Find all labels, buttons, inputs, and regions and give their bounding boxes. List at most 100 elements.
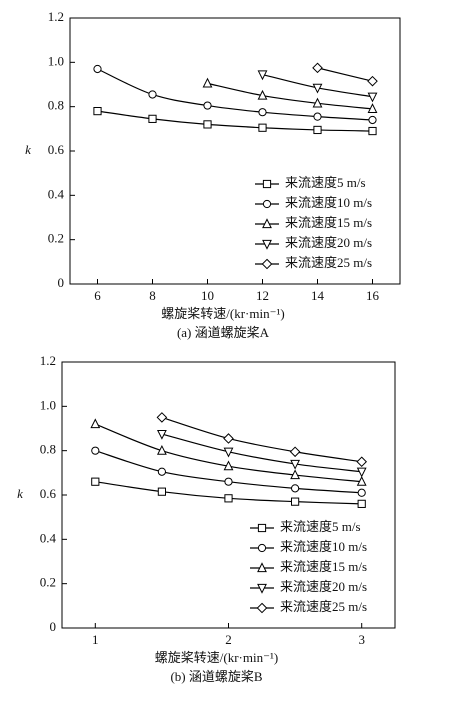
data-point [223,447,234,458]
y-tick-label: 0.2 [48,231,64,246]
data-point [148,90,157,99]
data-point [203,120,212,129]
legend-label: 来流速度25 m/s [285,255,372,270]
legend-label: 来流速度15 m/s [280,559,367,574]
series-line [161,433,362,473]
y-tick-label: 0.8 [48,98,64,113]
data-point [290,459,301,470]
data-point [357,499,366,508]
data-point [258,108,267,117]
legend-label: 来流速度10 m/s [280,539,367,554]
series-line [161,416,362,463]
chart-title: (a) 涵道螺旋桨A [177,325,270,340]
y-tick-label: 1.2 [40,353,56,368]
legend-marker [257,523,267,533]
data-point [368,115,377,125]
data-point [156,444,167,455]
data-point [312,97,323,108]
x-tick-label: 8 [149,288,156,303]
data-point [368,126,377,136]
data-point [312,62,323,74]
y-axis-label: k [17,486,23,501]
legend-label: 来流速度25 m/s [280,599,367,614]
data-point [357,488,366,497]
data-point [258,123,267,132]
data-point [148,114,157,123]
data-point [356,456,368,468]
data-point [356,475,367,486]
data-point [367,75,378,87]
legend-label: 来流速度5 m/s [280,519,361,534]
y-tick-label: 0.6 [40,486,57,501]
y-tick-label: 0.4 [48,186,65,201]
x-tick-label: 16 [366,288,380,303]
data-point [367,92,378,103]
y-tick-label: 0 [58,275,65,290]
data-point [91,446,100,455]
x-tick-label: 2 [225,632,232,647]
data-point [223,433,234,444]
x-tick-label: 3 [358,632,365,647]
data-point [291,484,300,493]
x-tick-label: 10 [201,288,214,303]
data-point [291,497,300,506]
chart-title: (b) 涵道螺旋桨B [170,669,262,684]
data-point [90,418,101,429]
x-tick-label: 6 [94,288,101,303]
data-point [223,460,234,471]
y-axis-label: k [25,142,31,157]
legend-label: 来流速度5 m/s [285,175,366,190]
legend-marker [256,602,268,614]
y-tick-label: 0 [50,619,57,634]
data-point [91,477,100,486]
y-tick-label: 0.6 [48,142,65,157]
data-point [202,77,213,88]
y-tick-label: 1.0 [40,397,56,412]
y-tick-label: 0.2 [40,575,56,590]
legend-marker [257,562,267,573]
legend-marker [262,179,272,189]
data-point [290,469,301,480]
x-tick-label: 1 [92,632,99,647]
legend-label: 来流速度20 m/s [285,235,372,250]
data-point [257,70,268,81]
legend-label: 来流速度10 m/s [285,195,372,210]
data-point [157,487,167,496]
y-tick-label: 0.4 [40,530,57,545]
data-point [203,101,212,110]
data-point [93,64,102,74]
data-point [356,467,367,478]
legend-marker [257,543,267,553]
x-tick-label: 14 [311,288,325,303]
data-point [224,494,233,503]
y-tick-label: 0.8 [40,442,56,457]
legend-marker [257,583,267,594]
y-tick-label: 1.0 [48,53,64,68]
x-tick-label: 12 [256,288,269,303]
data-point [289,446,301,458]
legend-marker [262,239,272,250]
series-line [97,110,373,132]
data-point [312,83,323,94]
data-point [313,112,322,121]
x-axis-label: 螺旋桨转速/(kr·min⁻¹) [155,650,278,665]
data-point [367,103,378,113]
y-tick-label: 1.2 [48,9,64,24]
data-point [157,467,166,476]
legend-marker [261,258,273,270]
legend-marker [262,218,272,229]
data-point [313,125,322,135]
legend-marker [262,199,272,209]
data-point [93,107,102,116]
series-line [317,67,373,82]
data-point [156,412,168,423]
series-line [97,68,373,121]
x-axis-label: 螺旋桨转速/(kr·min⁻¹) [161,306,284,321]
data-point [257,89,268,100]
data-point [224,477,233,486]
legend-label: 来流速度15 m/s [285,215,372,230]
legend-label: 来流速度20 m/s [280,579,367,594]
series-line [207,82,373,110]
